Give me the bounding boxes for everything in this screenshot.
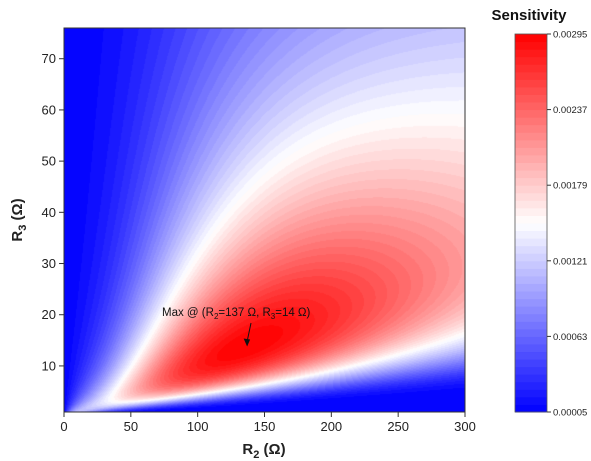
x-tick-label: 200: [320, 419, 342, 434]
colorbar-band: [515, 94, 547, 103]
y-axis: 10 20 30 40 50 60 70: [42, 51, 64, 373]
colorbar-band: [515, 124, 547, 133]
colorbar-band: [515, 215, 547, 224]
max-annotation-label: Max @ (R2=137 Ω, R3=14 Ω): [162, 307, 311, 321]
x-tick-label: 250: [387, 419, 409, 434]
colorbar-band: [515, 260, 547, 269]
colorbar-band: [515, 306, 547, 315]
x-axis: 0 50 100 150 200 250 300: [60, 412, 476, 434]
colorbar-band: [515, 253, 547, 262]
colorbar-tick-label: 0.00063: [553, 332, 587, 343]
colorbar-band: [515, 275, 547, 284]
colorbar-band: [515, 109, 547, 118]
colorbar-frame: [514, 33, 548, 413]
colorbar-band: [515, 102, 547, 111]
colorbar-band: [515, 404, 547, 413]
colorbar-band: [515, 49, 547, 58]
colorbar-band: [515, 41, 547, 50]
colorbar-band: [515, 336, 547, 345]
colorbar-band: [515, 34, 547, 43]
colorbar-band: [515, 139, 547, 148]
colorbar-band: [515, 207, 547, 216]
x-tick-label: 100: [187, 419, 209, 434]
colorbar-band: [515, 154, 547, 164]
colorbar-band: [515, 291, 547, 300]
colorbar-tick-label: 0.00005: [553, 408, 587, 419]
colorbar-band: [515, 321, 547, 330]
colorbar-tick-label: 0.00295: [553, 30, 587, 41]
max-arrow: [246, 322, 252, 342]
colorbar-band: [515, 132, 547, 141]
colorbar-band: [515, 343, 547, 353]
colorbar-band: [515, 230, 547, 239]
y-tick-label: 70: [42, 51, 56, 66]
colorbar-ticks: 0.00005 0.00063 0.00121 0.00179 0.00237 0.002…: [547, 30, 587, 419]
x-tick-label: 0: [60, 419, 67, 434]
x-tick-label: 300: [454, 419, 476, 434]
colorbar-band: [515, 351, 547, 360]
colorbar-band: [515, 64, 547, 73]
colorbar-band: [515, 366, 547, 375]
y-tick-label: 20: [42, 307, 56, 322]
colorbar-band: [515, 162, 547, 171]
y-tick-label: 10: [42, 358, 56, 373]
colorbar-band: [515, 298, 547, 307]
y-tick-label: 40: [42, 205, 56, 220]
x-axis-label: R2 (Ω): [242, 441, 285, 461]
colorbar-band: [515, 328, 547, 337]
colorbar-band: [515, 223, 547, 232]
plot-area: [63, 27, 466, 413]
colorbar-band: [515, 359, 547, 368]
colorbar-tick-label: 0.00237: [553, 105, 587, 116]
y-tick-label: 50: [42, 154, 56, 169]
x-tick-label: 150: [254, 419, 276, 434]
colorbar-band: [515, 313, 547, 322]
colorbar-tick-label: 0.00121: [553, 256, 587, 267]
colorbar-band: [515, 71, 547, 80]
colorbar-band: [515, 381, 547, 390]
colorbar-band: [515, 268, 547, 277]
y-tick-label: 30: [42, 256, 56, 271]
colorbar-band: [515, 79, 547, 88]
colorbar-band: [515, 238, 547, 247]
y-axis-label: R3 (Ω): [9, 198, 29, 241]
colorbar-band: [515, 396, 547, 405]
colorbar-band: [515, 185, 547, 194]
colorbar-title: Sensitivity: [491, 7, 567, 24]
colorbar-tick-label: 0.00179: [553, 181, 587, 192]
colorbar-band: [515, 177, 547, 186]
contour-fill: [64, 28, 465, 412]
colorbar-band: [515, 374, 547, 383]
colorbar-band: [515, 56, 547, 65]
colorbar-band: [515, 200, 547, 209]
y-tick-label: 60: [42, 102, 56, 117]
x-tick-label: 50: [124, 419, 138, 434]
colorbar-band: [515, 389, 547, 398]
max-annotation: Max @ (R2=137 Ω, R3=14 Ω): [162, 307, 311, 347]
colorbar-band: [515, 170, 547, 179]
colorbar-band: [515, 147, 547, 156]
colorbar-band: [515, 86, 547, 95]
colorbar-band: [515, 192, 547, 201]
colorbar-band: [515, 245, 547, 254]
colorbar-bands: [515, 34, 547, 413]
colorbar-band: [515, 117, 547, 126]
max-arrow-head: [243, 338, 251, 347]
colorbar: Sensitivity 0.00005 0.00063 0.00121 0.00179…: [491, 7, 587, 419]
colorbar-band: [515, 283, 547, 292]
